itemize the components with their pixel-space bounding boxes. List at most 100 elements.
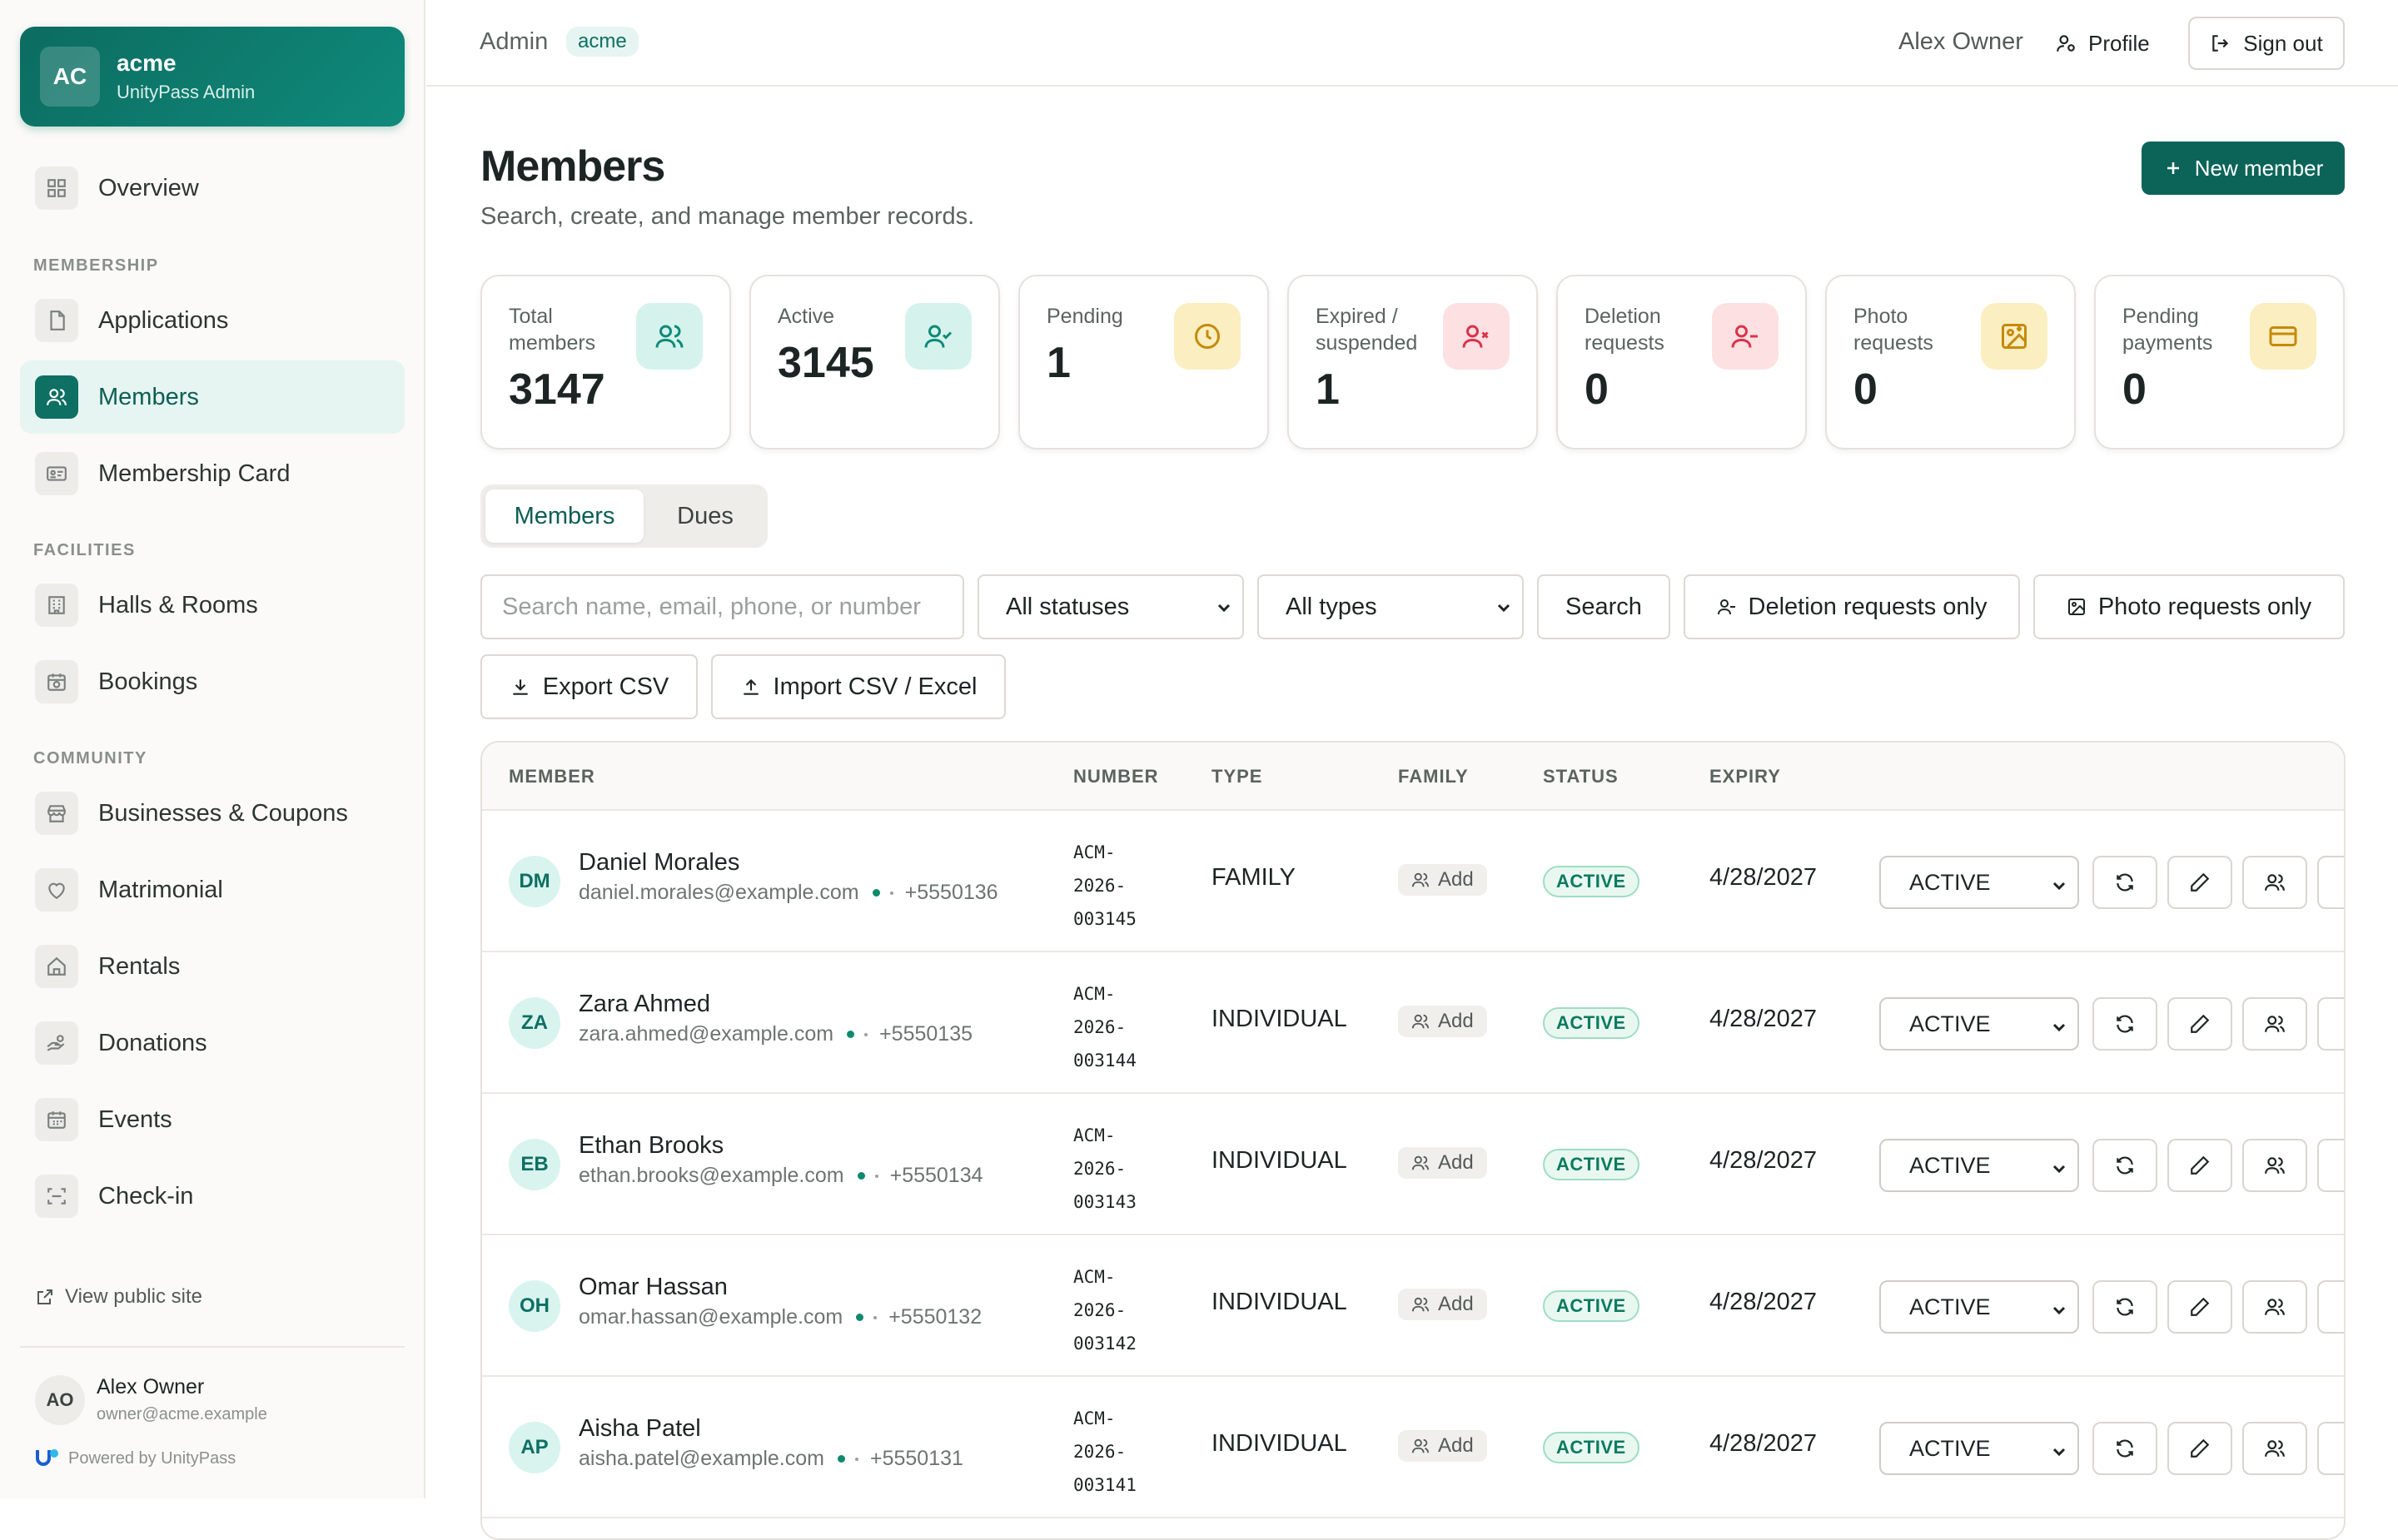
- sidebar-item-donations[interactable]: Donations: [20, 1006, 405, 1080]
- photo-requests-only-button[interactable]: Photo requests only: [2033, 574, 2345, 639]
- add-family-button[interactable]: Add: [1398, 1289, 1487, 1320]
- edit-button[interactable]: [2167, 997, 2232, 1051]
- table-row: OH Omar Hassan omar.hassan@example.com +5…: [482, 1235, 2344, 1377]
- add-family-button[interactable]: Add: [1398, 1430, 1487, 1462]
- edit-button[interactable]: [2167, 856, 2232, 909]
- family-button[interactable]: [2242, 856, 2307, 909]
- status-select[interactable]: ACTIVE: [1879, 997, 2079, 1051]
- search-button[interactable]: Search: [1537, 574, 1670, 639]
- status-dot: [856, 1314, 864, 1321]
- sidebar-item-label: Applications: [98, 306, 229, 334]
- renew-button[interactable]: [2092, 1422, 2157, 1475]
- sidebar-item-membership-card[interactable]: Membership Card: [20, 437, 405, 510]
- profile-link[interactable]: Profile: [2055, 20, 2150, 67]
- tab-dues[interactable]: Dues: [677, 502, 734, 529]
- renew-button[interactable]: [2092, 1280, 2157, 1334]
- tab-members[interactable]: Members: [485, 489, 644, 543]
- sidebar-item-halls-rooms[interactable]: Halls & Rooms: [20, 569, 405, 642]
- column-header-type: TYPE: [1211, 766, 1263, 787]
- more-actions-button[interactable]: [2317, 1280, 2344, 1334]
- member-expiry: 4/28/2027: [1709, 1430, 1818, 1457]
- users-icon: [35, 375, 78, 419]
- image-upload-icon: [1981, 303, 2047, 370]
- stat-card-total-members: Total members 3147: [480, 275, 731, 450]
- sidebar-item-label: Rentals: [98, 952, 181, 980]
- family-button[interactable]: [2242, 1422, 2307, 1475]
- edit-button[interactable]: [2167, 1280, 2232, 1334]
- user-email: owner@acme.example: [97, 1405, 267, 1423]
- sidebar-item-label: Events: [98, 1105, 172, 1133]
- column-header-expiry: EXPIRY: [1709, 766, 1781, 787]
- brand-subtitle: UnityPass Admin: [117, 82, 256, 102]
- add-family-label: Add: [1438, 1293, 1474, 1315]
- member-name[interactable]: Zara Ahmed: [579, 991, 710, 1017]
- status-badge: ACTIVE: [1543, 1432, 1639, 1463]
- sidebar-item-members[interactable]: Members: [20, 360, 405, 434]
- more-actions-button[interactable]: [2317, 856, 2344, 909]
- add-family-label: Add: [1438, 1151, 1474, 1174]
- separator-dot: [873, 1315, 878, 1319]
- brand-switcher[interactable]: AC acme UnityPass Admin: [20, 27, 405, 127]
- sidebar-item-check-in[interactable]: Check-in: [20, 1160, 405, 1233]
- more-actions-button[interactable]: [2317, 997, 2344, 1051]
- members-table: MEMBER NUMBER TYPE FAMILY STATUS EXPIRY …: [480, 741, 2346, 1540]
- store-icon: [35, 792, 78, 835]
- import-csv-button[interactable]: Import CSV / Excel: [711, 654, 1006, 719]
- sidebar-item-label: Members: [98, 383, 199, 410]
- status-select[interactable]: ACTIVE: [1879, 1280, 2079, 1334]
- renew-button[interactable]: [2092, 856, 2157, 909]
- family-button[interactable]: [2242, 1139, 2307, 1192]
- member-expiry: 4/28/2027: [1709, 864, 1818, 891]
- edit-button[interactable]: [2167, 1422, 2232, 1475]
- member-name[interactable]: Aisha Patel: [579, 1415, 701, 1442]
- new-member-button[interactable]: New member: [2142, 142, 2345, 195]
- renew-button[interactable]: [2092, 997, 2157, 1051]
- pencil-icon: [2191, 1014, 2210, 1033]
- external-link-icon: [35, 1287, 55, 1307]
- status-filter-select[interactable]: All statuses: [978, 574, 1244, 639]
- member-name[interactable]: Daniel Morales: [579, 849, 740, 876]
- view-public-site-link[interactable]: View public site: [35, 1285, 202, 1309]
- status-select[interactable]: ACTIVE: [1879, 856, 2079, 909]
- sidebar-item-businesses-coupons[interactable]: Businesses & Coupons: [20, 777, 405, 850]
- user-cog-icon: [2055, 32, 2077, 54]
- sidebar-item-overview[interactable]: Overview: [20, 152, 405, 225]
- family-button[interactable]: [2242, 1280, 2307, 1334]
- family-button[interactable]: [2242, 997, 2307, 1051]
- sign-out-button[interactable]: Sign out: [2188, 17, 2345, 70]
- search-input[interactable]: Search name, email, phone, or number: [480, 574, 964, 639]
- type-filter-select[interactable]: All types: [1257, 574, 1524, 639]
- log-out-icon: [2210, 32, 2231, 54]
- table-row: DM Daniel Morales daniel.morales@example…: [482, 811, 2344, 952]
- status-select[interactable]: ACTIVE: [1879, 1422, 2079, 1475]
- sidebar-item-events[interactable]: Events: [20, 1083, 405, 1156]
- add-family-button[interactable]: Add: [1398, 1006, 1487, 1037]
- add-family-button[interactable]: Add: [1398, 864, 1487, 896]
- status-dot: [872, 889, 880, 897]
- export-csv-button[interactable]: Export CSV: [480, 654, 698, 719]
- more-actions-button[interactable]: [2317, 1422, 2344, 1475]
- add-family-button[interactable]: Add: [1398, 1147, 1487, 1179]
- status-badge: ACTIVE: [1543, 1007, 1639, 1039]
- sidebar-item-matrimonial[interactable]: Matrimonial: [20, 853, 405, 926]
- member-avatar: EB: [509, 1139, 560, 1190]
- status-select[interactable]: ACTIVE: [1879, 1139, 2079, 1192]
- member-name[interactable]: Ethan Brooks: [579, 1132, 724, 1159]
- member-name[interactable]: Omar Hassan: [579, 1274, 728, 1300]
- stat-value: 0: [2122, 365, 2147, 414]
- more-actions-button[interactable]: [2317, 1139, 2344, 1192]
- sidebar-item-applications[interactable]: Applications: [20, 284, 405, 357]
- edit-button[interactable]: [2167, 1139, 2232, 1192]
- sidebar-item-rentals[interactable]: Rentals: [20, 930, 405, 1003]
- sidebar-item-label: Bookings: [98, 668, 198, 695]
- sidebar-item-bookings[interactable]: Bookings: [20, 645, 405, 718]
- member-phone: +5550134: [889, 1164, 983, 1187]
- deletion-requests-only-button[interactable]: Deletion requests only: [1684, 574, 2020, 639]
- upload-icon: [740, 676, 762, 698]
- brand-name: acme: [117, 50, 177, 76]
- renew-button[interactable]: [2092, 1139, 2157, 1192]
- users-icon: [1411, 1438, 1430, 1453]
- users-icon: [2265, 1299, 2285, 1315]
- credit-card-icon: [2250, 303, 2316, 370]
- stat-value: 3147: [509, 365, 605, 414]
